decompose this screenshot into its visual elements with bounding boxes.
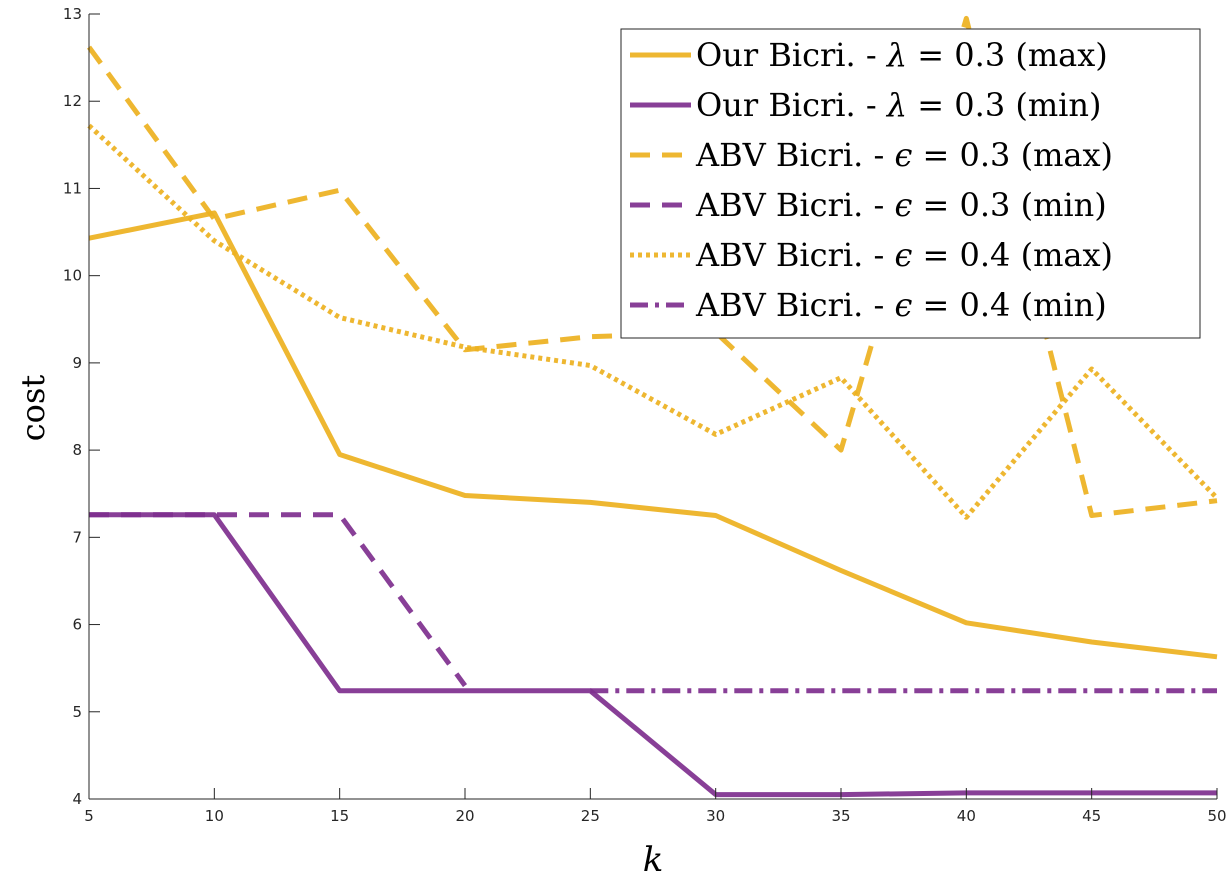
x-tick-label: 10 — [205, 807, 224, 825]
legend-label-5: ABV Bicri. - ϵ = 0.4 (max) — [695, 236, 1113, 274]
y-tick-label: 6 — [72, 616, 82, 634]
series-line-2 — [89, 512, 1217, 798]
y-tick-label: 8 — [72, 441, 82, 459]
legend-label-3: ABV Bicri. - ϵ = 0.3 (max) — [695, 136, 1113, 174]
legend-label-4: ABV Bicri. - ϵ = 0.3 (min) — [695, 186, 1107, 224]
series-line-4 — [89, 512, 468, 688]
x-tick-label: 25 — [581, 807, 600, 825]
legend: Our Bicri. - λ = 0.3 (max) Our Bicri. - λ… — [620, 28, 1201, 339]
y-tick-label: 5 — [72, 703, 82, 721]
legend-box — [620, 28, 1201, 339]
series-line-5 — [87, 123, 1219, 520]
x-tick-label: 45 — [1082, 807, 1101, 825]
legend-label-6: ABV Bicri. - ϵ = 0.4 (min) — [695, 286, 1107, 324]
x-tick-label: 15 — [330, 807, 349, 825]
series-line-1 — [88, 210, 1218, 660]
y-tick-label: 4 — [72, 790, 82, 808]
y-tick-label: 13 — [63, 5, 82, 23]
y-tick-label: 11 — [63, 179, 82, 197]
y-tick-label: 12 — [63, 92, 82, 110]
axes-layer — [88, 14, 1217, 800]
legend-label-1: Our Bicri. - λ = 0.3 (max) — [696, 36, 1108, 74]
x-tick-label: 40 — [957, 807, 976, 825]
legend-label-2: Our Bicri. - λ = 0.3 (min) — [696, 86, 1102, 124]
y-tick-label: 10 — [63, 267, 82, 285]
y-tick-label: 9 — [72, 354, 82, 372]
x-tick-label: 5 — [84, 807, 94, 825]
y-axis-label: cost — [14, 375, 52, 442]
x-tick-label: 35 — [831, 807, 850, 825]
x-tick-label: 30 — [706, 807, 725, 825]
x-tick-label: 20 — [455, 807, 474, 825]
x-tick-label: 50 — [1207, 807, 1226, 825]
x-axis-label: k — [643, 840, 664, 880]
y-tick-label: 7 — [72, 528, 82, 546]
